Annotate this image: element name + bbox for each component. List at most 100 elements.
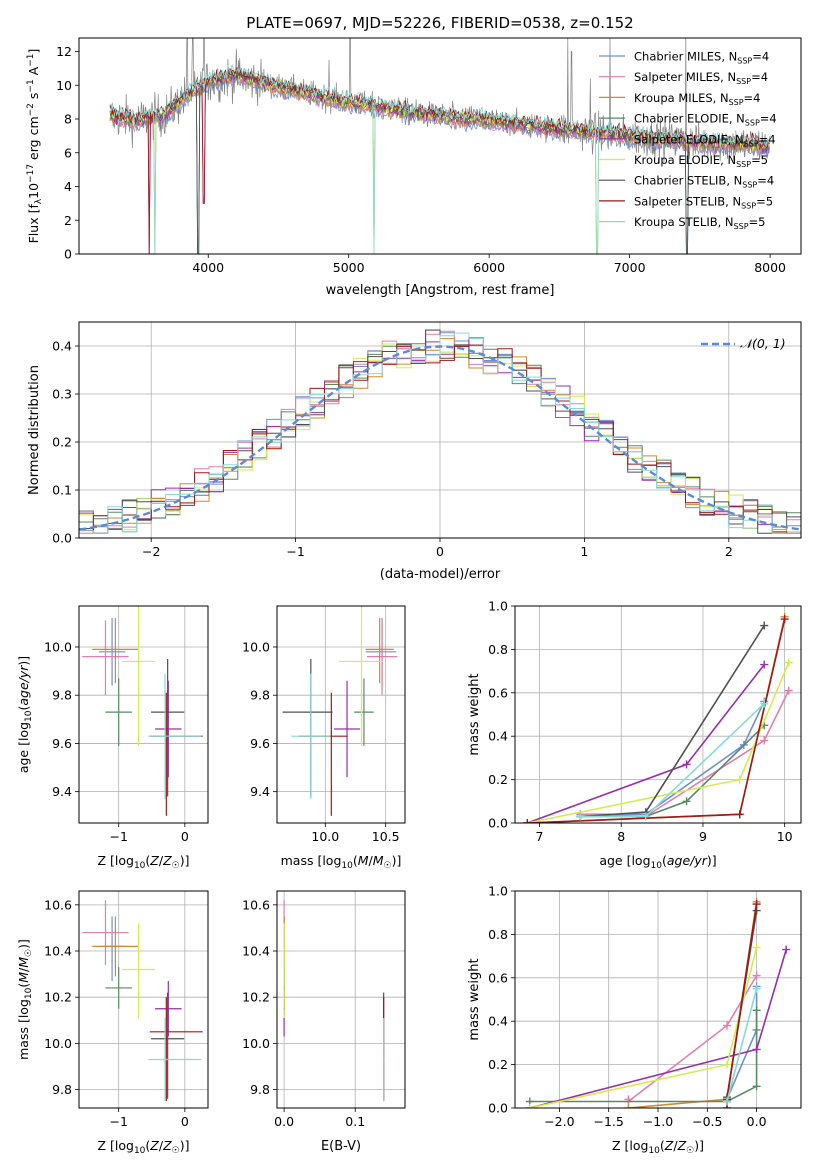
residuals-xtick-label: 1 (580, 544, 588, 559)
mass-weight-marker (752, 1006, 761, 1015)
mass-weight-marker (784, 686, 793, 695)
residuals-ytick-label: 0.3 (52, 387, 72, 402)
mass-z-ytick-label: 10.0 (44, 1036, 72, 1051)
age-z-ytick-label: 9.8 (52, 688, 72, 703)
mass-weight-marker (525, 1104, 534, 1108)
model-spectrum-line (109, 63, 770, 254)
age-z-frame (78, 605, 209, 824)
age-z-xtick-label: −1 (109, 829, 127, 844)
mass-weight-z-line (529, 1010, 758, 1103)
mass-weight-marker (782, 945, 791, 954)
mass-z-errorbar (92, 916, 139, 977)
mass-weight-marker (735, 810, 744, 819)
legend-label: Chabrier STELIB, NSSP=4 (634, 174, 774, 190)
mass-z-ytick-label: 10.4 (44, 944, 72, 959)
legend-label: Salpeter ELODIE, NSSP=4 (634, 132, 776, 148)
age-z-errorbar (105, 678, 132, 746)
residuals-ylabel: Normed distribution (27, 365, 42, 495)
mw-age-plot-area (523, 612, 793, 823)
spectrum-xtick-label: 4000 (192, 260, 224, 275)
age-mass-errorbar (365, 618, 394, 684)
mass-z-plot-area (82, 900, 203, 1102)
mass-weight-marker (641, 812, 650, 821)
mass-weight-z-line (726, 988, 758, 1102)
mass-weight-vs-age-panel: 7 8 9 10 0.0 0.2 0.4 0.6 0.8 1.0 age [log10(age/yr… (467, 599, 802, 871)
mw-age-frame (514, 605, 802, 824)
age-mass-xlabel: mass [log10(M/M☉)] (281, 853, 402, 871)
mass-ebv-ytick-label: 10.0 (242, 1036, 270, 1051)
mass-weight-age-line (580, 690, 790, 818)
age-z-errorbar (149, 692, 203, 816)
spectrum-ylabel: Flux [fλ10−17 erg cm−2 s−1 A−1] (26, 49, 44, 244)
mw-age-xlabel: age [log10(age/yr)] (599, 853, 716, 871)
age-z-errorbar (155, 680, 182, 778)
mass-ebv-ytick-label: 10.4 (242, 944, 270, 959)
legend-label: Kroupa MILES, NSSP=4 (634, 91, 760, 107)
age-mass-errorbar (365, 618, 397, 686)
mass-z-errorbar (155, 981, 182, 1037)
mass-weight-marker (752, 1082, 761, 1091)
age-z-xtick-label: 0 (181, 829, 189, 844)
age-mass-ytick-label: 10.0 (242, 639, 270, 654)
age-mass-errorbar (333, 680, 361, 778)
age-vs-metallicity-panel: −1 0 9.4 9.6 9.8 10.0 Z [log10(Z/Z☉)] age [log1… (16, 605, 209, 871)
mass-weight-marker (780, 615, 789, 624)
mass-weight-marker (760, 660, 769, 669)
mw-z-ytick-label: 1.0 (488, 884, 508, 899)
mass-weight-marker (576, 812, 585, 821)
mw-z-xtick-label: −0.5 (692, 1114, 722, 1129)
mw-age-ytick-label: 0.8 (488, 642, 508, 657)
age-z-errorbar (122, 606, 156, 746)
mass-ebv-errorbar (382, 1017, 385, 1102)
age-z-ytick-label: 9.4 (52, 784, 72, 799)
mass-weight-marker (723, 1060, 732, 1069)
mass-weight-marker (752, 971, 761, 980)
spectrum-ytick-label: 6 (64, 145, 72, 160)
spectrum-plot-area (109, 38, 771, 254)
mw-age-ytick-label: 0.2 (488, 772, 508, 787)
mass-z-ytick-label: 9.8 (52, 1082, 72, 1097)
spectrum-ytick-label: 0 (64, 247, 72, 262)
mw-z-plot-area (525, 897, 791, 1108)
age-z-plot-area (82, 606, 203, 816)
mass-weight-marker (723, 1021, 732, 1030)
age-mass-frame (276, 605, 406, 824)
mass-vs-metallicity-panel: −1 0 9.8 10.0 10.2 10.4 10.6 Z [log10(Z/Z☉)] mas… (16, 890, 209, 1156)
age-mass-xtick-label: 10.0 (311, 829, 339, 844)
residuals-xtick-label: −2 (142, 544, 160, 559)
mass-weight-vs-metallicity-panel: −2.0 −1.5 −1.0 −0.5 0.0 0.0 0.2 0.4 0.6 0.8 1.0 Z [… (467, 884, 802, 1156)
spectrum-xtick-label: 6000 (473, 260, 505, 275)
legend-label: Chabrier ELODIE, NSSP=4 (634, 112, 777, 128)
mass-weight-marker (752, 1045, 761, 1054)
mass-z-errorbar (82, 900, 129, 965)
legend-label: Salpeter STELIB, NSSP=5 (634, 194, 773, 210)
mass-z-errorbar (149, 997, 203, 1102)
normal-distribution-curve (79, 345, 801, 531)
mass-weight-marker (624, 1104, 633, 1108)
spectrum-xlabel: wavelength [Angstrom, rest frame] (326, 283, 555, 298)
mass-z-errorbar (148, 1017, 202, 1102)
mass-ebv-plot-area (283, 900, 385, 1102)
age-z-errorbar (82, 620, 129, 696)
mass-weight-z-line (529, 947, 758, 1108)
mw-z-xtick-label: −1.0 (643, 1114, 673, 1129)
age-z-ylabel: age [log10(age/yr)] (16, 656, 34, 773)
age-mass-xtick-label: 10.5 (372, 829, 400, 844)
mass-weight-marker (682, 760, 691, 769)
spectrum-xtick-label: 7000 (614, 260, 646, 275)
mw-z-ytick-label: 0.2 (488, 1057, 508, 1072)
mass-z-frame (78, 890, 209, 1109)
mw-age-ytick-label: 1.0 (488, 599, 508, 614)
mass-weight-marker (784, 658, 793, 667)
mass-z-xtick-label: −1 (109, 1114, 127, 1129)
residuals-ytick-label: 0.1 (52, 483, 72, 498)
mass-weight-marker (682, 797, 691, 806)
mass-z-ytick-label: 10.2 (44, 990, 72, 1005)
residuals-ytick-label: 0.4 (52, 339, 72, 354)
mass-ebv-errorbar (283, 923, 285, 1018)
age-z-errorbar (148, 673, 202, 799)
mass-weight-age-line (527, 662, 790, 823)
mw-age-ytick-label: 0.6 (488, 685, 508, 700)
mass-ebv-xtick-label: 0.0 (274, 1114, 294, 1129)
